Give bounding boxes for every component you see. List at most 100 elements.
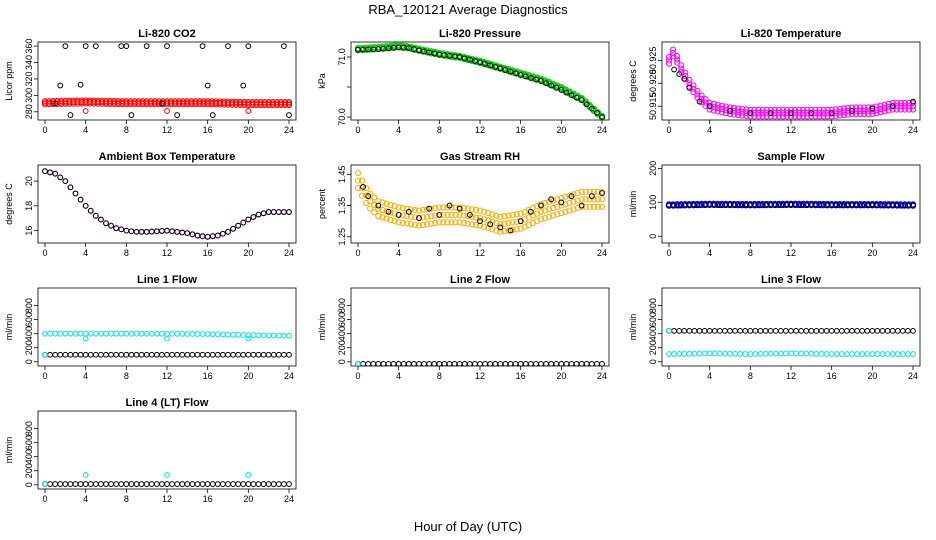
data-point bbox=[167, 98, 175, 105]
data-point bbox=[727, 327, 733, 334]
data-point bbox=[796, 113, 803, 120]
data-point bbox=[153, 330, 160, 337]
data-point bbox=[909, 106, 917, 113]
data-point bbox=[588, 193, 595, 200]
data-point bbox=[739, 105, 746, 112]
data-point bbox=[98, 216, 104, 223]
data-point bbox=[899, 327, 906, 334]
data-point bbox=[832, 112, 839, 120]
series-2 bbox=[671, 66, 916, 117]
data-point bbox=[260, 332, 267, 339]
data-point bbox=[527, 75, 534, 81]
data-point bbox=[67, 184, 74, 191]
data-point bbox=[395, 212, 402, 218]
data-point bbox=[77, 351, 84, 358]
data-point bbox=[204, 331, 211, 337]
data-point bbox=[67, 481, 74, 487]
x-tick-label: 20 bbox=[243, 248, 253, 258]
data-point bbox=[67, 330, 74, 337]
data-point bbox=[184, 481, 191, 487]
data-point bbox=[62, 481, 69, 487]
data-point bbox=[517, 72, 524, 78]
data-point bbox=[889, 99, 896, 107]
y-axis-label: kPa bbox=[317, 73, 327, 89]
data-layer bbox=[42, 168, 292, 240]
data-point bbox=[92, 43, 99, 50]
y-axis-label: degrees C bbox=[4, 183, 14, 225]
data-point bbox=[889, 103, 896, 110]
data-point bbox=[869, 351, 876, 357]
series-2 bbox=[355, 44, 605, 120]
data-point bbox=[562, 193, 569, 200]
data-point bbox=[456, 360, 463, 366]
series-1 bbox=[666, 327, 916, 334]
data-point bbox=[852, 111, 860, 118]
data-point bbox=[194, 232, 201, 239]
data-point bbox=[747, 351, 754, 357]
data-point bbox=[828, 106, 835, 113]
data-point bbox=[767, 106, 774, 113]
data-point bbox=[747, 113, 754, 120]
data-point bbox=[212, 98, 219, 105]
data-point bbox=[460, 204, 467, 212]
data-point bbox=[52, 100, 59, 107]
data-point bbox=[245, 216, 252, 223]
data-point bbox=[791, 106, 799, 113]
x-tick-label: 16 bbox=[516, 371, 526, 381]
data-point bbox=[108, 222, 114, 229]
data-point bbox=[813, 327, 820, 334]
x-tick-label: 16 bbox=[827, 248, 837, 258]
data-point bbox=[772, 350, 779, 357]
data-point bbox=[92, 481, 99, 487]
y-tick-label: 400 bbox=[648, 326, 658, 341]
data-point bbox=[497, 65, 504, 72]
data-point bbox=[216, 98, 223, 105]
data-point bbox=[836, 112, 843, 119]
data-point bbox=[67, 112, 74, 118]
data-point bbox=[220, 230, 226, 237]
data-point bbox=[798, 350, 805, 357]
data-point bbox=[482, 61, 488, 67]
data-point bbox=[82, 472, 89, 478]
data-point bbox=[874, 327, 881, 334]
data-point bbox=[548, 360, 555, 366]
data-point bbox=[726, 111, 734, 118]
data-point bbox=[884, 351, 891, 357]
data-point bbox=[237, 98, 244, 106]
data-point bbox=[103, 481, 109, 487]
y-tick-label: 320 bbox=[24, 71, 34, 86]
data-point bbox=[783, 350, 789, 357]
data-point bbox=[52, 330, 59, 337]
data-point bbox=[363, 184, 370, 192]
data-layer bbox=[354, 170, 606, 235]
data-point bbox=[752, 351, 759, 357]
data-point bbox=[804, 113, 811, 120]
data-point bbox=[399, 212, 406, 219]
data-point bbox=[702, 99, 709, 106]
data-point bbox=[87, 481, 94, 487]
data-point bbox=[487, 360, 494, 366]
data-point bbox=[235, 222, 242, 229]
data-point bbox=[816, 106, 823, 113]
x-tick-label: 20 bbox=[243, 371, 253, 381]
data-point bbox=[189, 231, 196, 238]
data-point bbox=[505, 212, 512, 219]
data-point bbox=[582, 188, 589, 195]
data-point bbox=[133, 330, 140, 337]
data-point bbox=[235, 481, 242, 487]
data-point bbox=[62, 330, 69, 337]
data-point bbox=[852, 107, 860, 114]
data-point bbox=[360, 183, 366, 190]
data-point bbox=[833, 351, 840, 357]
data-point bbox=[87, 351, 94, 358]
data-point bbox=[220, 331, 226, 338]
x-tick-label: 24 bbox=[597, 248, 607, 258]
data-point bbox=[489, 226, 496, 233]
data-point bbox=[240, 82, 247, 89]
data-point bbox=[833, 327, 840, 334]
panel-title: Line 4 (LT) Flow bbox=[126, 397, 209, 409]
data-point bbox=[159, 228, 165, 234]
